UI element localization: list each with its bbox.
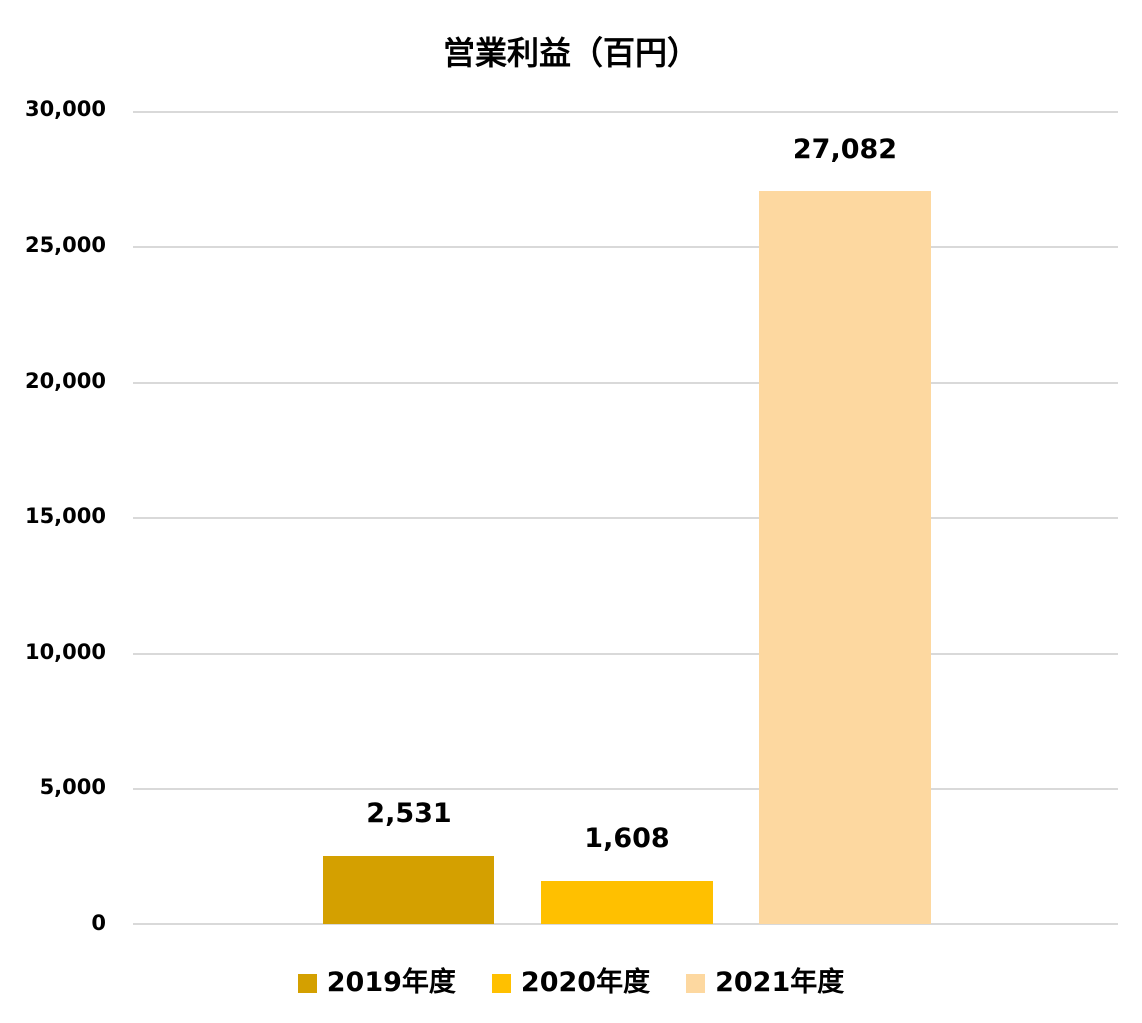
y-tick-label: 25,000: [24, 233, 106, 257]
value-label-2020: 1,608: [584, 823, 670, 854]
gridline: [133, 653, 1118, 655]
legend-swatch-icon: [297, 974, 317, 993]
legend-label: 2019年度: [326, 967, 456, 998]
y-tick-label: 10,000: [24, 640, 106, 664]
chart-title: 営業利益（百円）: [442, 34, 699, 72]
gridline: [133, 111, 1118, 113]
legend-swatch-icon: [686, 974, 706, 993]
gridline: [133, 382, 1118, 384]
legend-label: 2020年度: [520, 967, 651, 998]
gridline: [133, 788, 1118, 790]
legend-label: 2021年度: [715, 967, 845, 998]
gridline: [133, 246, 1118, 248]
y-tick-label: 0: [91, 911, 106, 935]
legend-item-2021: 2021年度: [686, 960, 844, 999]
legend-swatch-icon: [491, 974, 511, 993]
bar-2021: [759, 191, 931, 924]
legend: 2019年度 2020年度 2021年度: [0, 960, 1142, 999]
legend-item-2019: 2019年度: [297, 960, 456, 999]
bar-2019: [323, 856, 494, 924]
value-label-2021: 27,082: [792, 134, 898, 165]
gridline: [133, 517, 1118, 519]
y-tick-label: 20,000: [24, 369, 106, 393]
y-tick-label: 15,000: [24, 504, 106, 528]
legend-item-2020: 2020年度: [491, 960, 651, 999]
plot-area: 2,531 1,608 27,082: [133, 111, 1118, 925]
x-axis-baseline: [133, 923, 1118, 925]
value-label-2019: 2,531: [366, 798, 452, 829]
y-tick-label: 30,000: [24, 97, 106, 121]
y-tick-label: 5,000: [39, 775, 106, 799]
bar-2020: [541, 881, 713, 924]
